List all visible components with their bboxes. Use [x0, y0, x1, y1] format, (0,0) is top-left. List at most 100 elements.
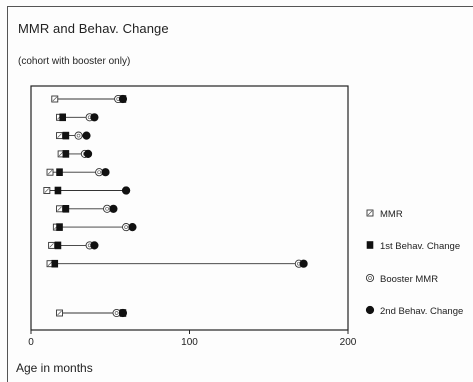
second-change-point-8-shape [128, 223, 137, 232]
first-change-point-3-shape [62, 131, 70, 140]
first-change-point-5-shape [56, 168, 63, 176]
second-change-point-2-shape [90, 113, 99, 122]
case-row-1 [51, 94, 128, 104]
first-change-point-8-shape [56, 223, 63, 231]
legend-label-3: Booster MMR [380, 274, 438, 285]
x-tick-label-0: 0 [28, 337, 34, 348]
mmr-point-10-hatch [47, 261, 53, 266]
legend-label-2: 1st Behav. Change [380, 241, 460, 252]
case-row-6 [43, 186, 131, 195]
x-axis: 0 100 200 [28, 330, 357, 348]
first-change-point-3 [62, 131, 70, 140]
first-change-point-10 [51, 259, 59, 268]
second-change-point-3-shape [82, 131, 91, 140]
booster-point-5-inner [97, 170, 102, 175]
legend-symbol-2 [366, 241, 374, 249]
mmr-point-11-hatch [57, 310, 62, 316]
second-change-point-6 [121, 186, 131, 195]
booster-point-3-inner [76, 133, 81, 138]
case-row-3 [56, 131, 91, 140]
first-change-point-4 [62, 150, 70, 158]
data-marks [43, 94, 308, 318]
second-change-point-10 [299, 259, 308, 268]
booster-point-3 [74, 131, 83, 140]
second-change-point-4-shape [83, 149, 93, 158]
case-row-11 [56, 308, 128, 318]
chart-subtitle: (cohort with booster only) [18, 56, 131, 67]
legend-item-2: 1st Behav. Change [366, 241, 460, 252]
booster-point-8-inner [124, 225, 128, 229]
first-change-point-5 [56, 168, 63, 176]
mmr-point-9-hatch [49, 243, 54, 248]
booster-point-7-inner [105, 206, 109, 211]
figure-border [7, 6, 473, 382]
legend-item-3: Booster MMR [365, 273, 438, 285]
second-change-point-1-shape [118, 94, 128, 104]
legend-symbol-1-hatch [367, 210, 373, 216]
case-row-5 [46, 168, 110, 177]
mmr-point-7 [56, 205, 63, 213]
second-change-point-7 [109, 204, 118, 213]
legend-symbol-2-shape [366, 241, 374, 249]
legend-symbol-3 [365, 273, 375, 283]
second-change-point-7-shape [109, 204, 118, 213]
plot-area-frame [30, 85, 349, 331]
x-tick-label-200: 200 [340, 337, 357, 348]
first-change-point-9 [54, 241, 62, 250]
mmr-point-5 [46, 168, 54, 176]
case-row-4 [57, 149, 93, 158]
first-change-point-8 [56, 223, 63, 231]
booster-point-11-inner [114, 311, 119, 315]
first-change-point-9-shape [54, 241, 62, 250]
first-change-point-6 [54, 186, 62, 195]
legend-label-1: MMR [380, 209, 403, 220]
second-change-point-11-shape [118, 308, 128, 318]
mmr-point-1-hatch [52, 96, 58, 102]
second-change-point-2 [90, 113, 99, 122]
second-change-point-5 [101, 168, 110, 177]
case-row-9 [48, 241, 99, 250]
second-change-point-6-shape [121, 186, 131, 195]
second-change-point-9 [90, 241, 99, 250]
first-change-point-7-shape [62, 205, 70, 213]
legend-symbol-4-shape [365, 305, 375, 315]
legend-item-1: MMR [366, 209, 403, 220]
mmr-point-6-hatch [44, 188, 50, 193]
second-change-point-8 [128, 223, 137, 232]
second-change-point-3 [82, 131, 91, 140]
case-row-10 [46, 259, 308, 268]
first-change-point-10-shape [51, 259, 59, 268]
legend: MMR 1st Behav. Change Booster MMR 2nd Behav… [365, 209, 463, 317]
mmr-point-3-hatch [57, 133, 62, 138]
first-change-point-2 [59, 113, 67, 122]
legend-symbol-1 [366, 209, 374, 217]
first-change-point-6-shape [54, 186, 62, 195]
chart-title: MMR and Behav. Change [18, 21, 169, 36]
mmr-point-3 [56, 132, 63, 140]
legend-label-4: 2nd Behav. Change [380, 306, 463, 317]
case-row-2 [56, 113, 99, 122]
second-change-point-1 [118, 94, 128, 104]
legend-symbol-3-inner [368, 276, 372, 280]
mmr-point-1 [51, 95, 59, 103]
mmr-point-7-hatch [57, 206, 62, 212]
mmr-point-11 [56, 309, 63, 317]
first-change-point-7 [62, 205, 70, 213]
legend-symbol-3-shape [365, 273, 375, 283]
second-change-point-9-shape [90, 241, 99, 250]
second-change-point-4 [83, 149, 93, 158]
case-row-8 [52, 223, 137, 232]
second-change-point-11 [118, 308, 128, 318]
mmr-point-5-hatch [47, 169, 53, 175]
booster-point-3-shape [74, 131, 83, 140]
x-tick-label-100: 100 [181, 337, 198, 348]
second-change-point-10-shape [299, 259, 308, 268]
case-row-7 [56, 204, 118, 213]
mmr-point-6 [43, 187, 51, 194]
mmr-point-9 [48, 241, 56, 249]
first-change-point-4-shape [62, 150, 70, 158]
first-change-point-2-shape [59, 113, 67, 122]
mmr-point-4-hatch [58, 151, 64, 157]
